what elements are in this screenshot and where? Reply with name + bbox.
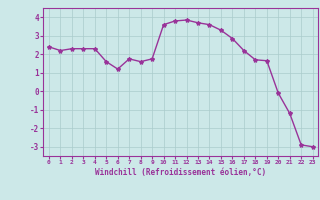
X-axis label: Windchill (Refroidissement éolien,°C): Windchill (Refroidissement éolien,°C) — [95, 168, 266, 177]
